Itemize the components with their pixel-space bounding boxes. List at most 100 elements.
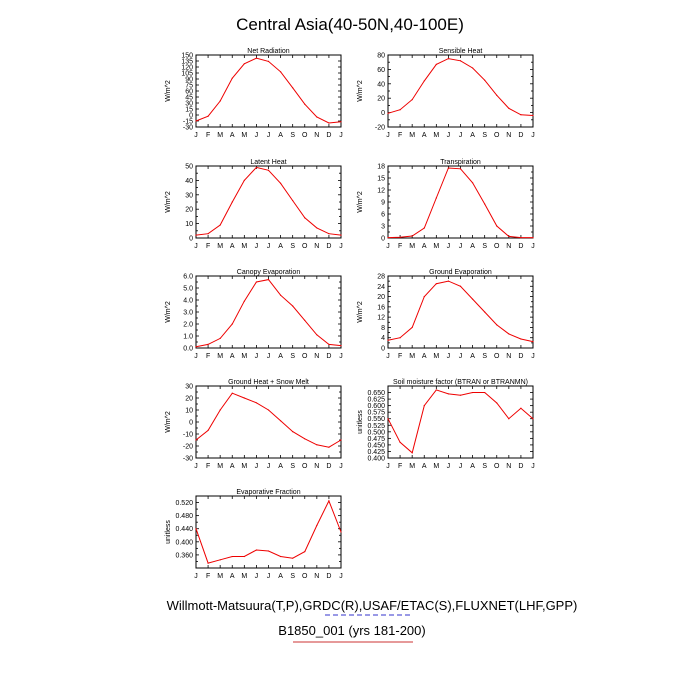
series-line (387, 280, 534, 343)
y-tick-label: 12 (377, 315, 385, 322)
data-point (255, 402, 258, 404)
x-tick-label: A (470, 132, 475, 139)
data-point (399, 441, 401, 443)
x-tick-label: J (194, 132, 198, 139)
plot-frame (195, 54, 342, 128)
x-tick-label: D (326, 463, 331, 470)
x-tick-label: A (470, 463, 475, 470)
series-line (387, 389, 534, 454)
x-tick-label: M (241, 463, 247, 470)
y-axis-label: unitless (357, 410, 364, 434)
data-point (231, 392, 233, 394)
y-tick-label: 0.500 (367, 429, 385, 436)
data-point (435, 283, 437, 285)
data-point (219, 100, 221, 102)
y-tick-label: 28 (377, 274, 385, 281)
y-tick-label: 6 (381, 212, 385, 219)
footer-line-2: B1850_001 (yrs 181-200) (278, 623, 425, 638)
data-point (279, 71, 282, 73)
chart-title: Soil moisture factor (BTRAN or BTRANMN) (393, 379, 528, 386)
x-tick-label: F (206, 573, 210, 580)
series-line (195, 279, 342, 348)
x-tick-label: M (433, 132, 439, 139)
y-tick-label: 3.0 (183, 310, 193, 317)
data-point (387, 112, 389, 114)
data-point (231, 201, 233, 203)
y-tick-label: 10 (185, 221, 193, 228)
x-tick-label: J (447, 243, 451, 250)
x-tick-label: O (302, 132, 308, 139)
chart-title: Canopy Evaporation (237, 269, 301, 276)
data-point (411, 99, 413, 101)
x-tick-label: J (194, 243, 198, 250)
chart-title: Evaporative Fraction (236, 489, 300, 496)
data-point (471, 298, 474, 300)
data-point (219, 224, 221, 226)
data-point (207, 562, 209, 564)
y-tick-label: -30 (183, 125, 193, 132)
data-point (243, 397, 245, 399)
x-tick-label: N (314, 353, 319, 360)
data-point (292, 199, 294, 202)
y-tick-label: 30 (185, 192, 193, 199)
y-tick-label: 24 (377, 284, 385, 291)
data-point (435, 63, 437, 65)
y-tick-label: 12 (377, 188, 385, 195)
data-point (399, 337, 401, 339)
data-point (508, 418, 510, 420)
data-point (231, 323, 233, 325)
y-tick-label: 0.0 (183, 346, 193, 353)
data-point (532, 340, 534, 343)
y-tick-label: 0.475 (367, 436, 385, 443)
x-tick-label: A (230, 463, 235, 470)
y-tick-label: 0 (381, 110, 385, 117)
data-point (207, 115, 209, 117)
y-tick-label: 50 (185, 164, 193, 171)
data-point (484, 203, 486, 205)
data-point (484, 391, 486, 394)
data-point (496, 324, 498, 326)
series-line (387, 58, 534, 116)
data-point (520, 338, 522, 340)
y-axis-label: W/m^2 (165, 301, 172, 323)
x-tick-label: D (518, 243, 523, 250)
x-tick-label: O (302, 353, 308, 360)
x-tick-label: N (506, 353, 511, 360)
y-tick-label: 105 (181, 71, 193, 78)
data-point (471, 182, 474, 184)
data-point (496, 225, 498, 227)
y-tick-label: 0.440 (175, 526, 193, 533)
x-tick-label: M (409, 243, 415, 250)
x-tick-label: O (302, 243, 308, 250)
y-tick-label: 45 (185, 95, 193, 102)
data-point (435, 389, 437, 391)
y-tick-label: 40 (377, 81, 385, 88)
x-tick-label: M (241, 353, 247, 360)
data-point (279, 555, 282, 558)
x-tick-label: J (194, 573, 198, 580)
data-point (195, 234, 197, 236)
data-point (447, 280, 450, 282)
x-tick-label: O (494, 353, 500, 360)
data-point (496, 402, 498, 404)
data-point (267, 60, 270, 63)
data-point (231, 555, 233, 558)
plot-frame (387, 54, 534, 128)
data-point (279, 182, 282, 184)
y-axis-label: W/m^2 (357, 80, 364, 102)
x-tick-label: J (194, 463, 198, 470)
data-point (459, 394, 462, 396)
x-tick-label: J (386, 243, 390, 250)
data-point (316, 227, 318, 229)
data-point (243, 555, 245, 558)
x-tick-label: M (217, 463, 223, 470)
data-point (292, 87, 294, 89)
data-point (471, 391, 474, 394)
x-tick-label: F (206, 243, 210, 250)
x-tick-label: M (217, 132, 223, 139)
data-point (459, 168, 462, 170)
data-point (292, 557, 294, 559)
data-point (508, 107, 510, 109)
